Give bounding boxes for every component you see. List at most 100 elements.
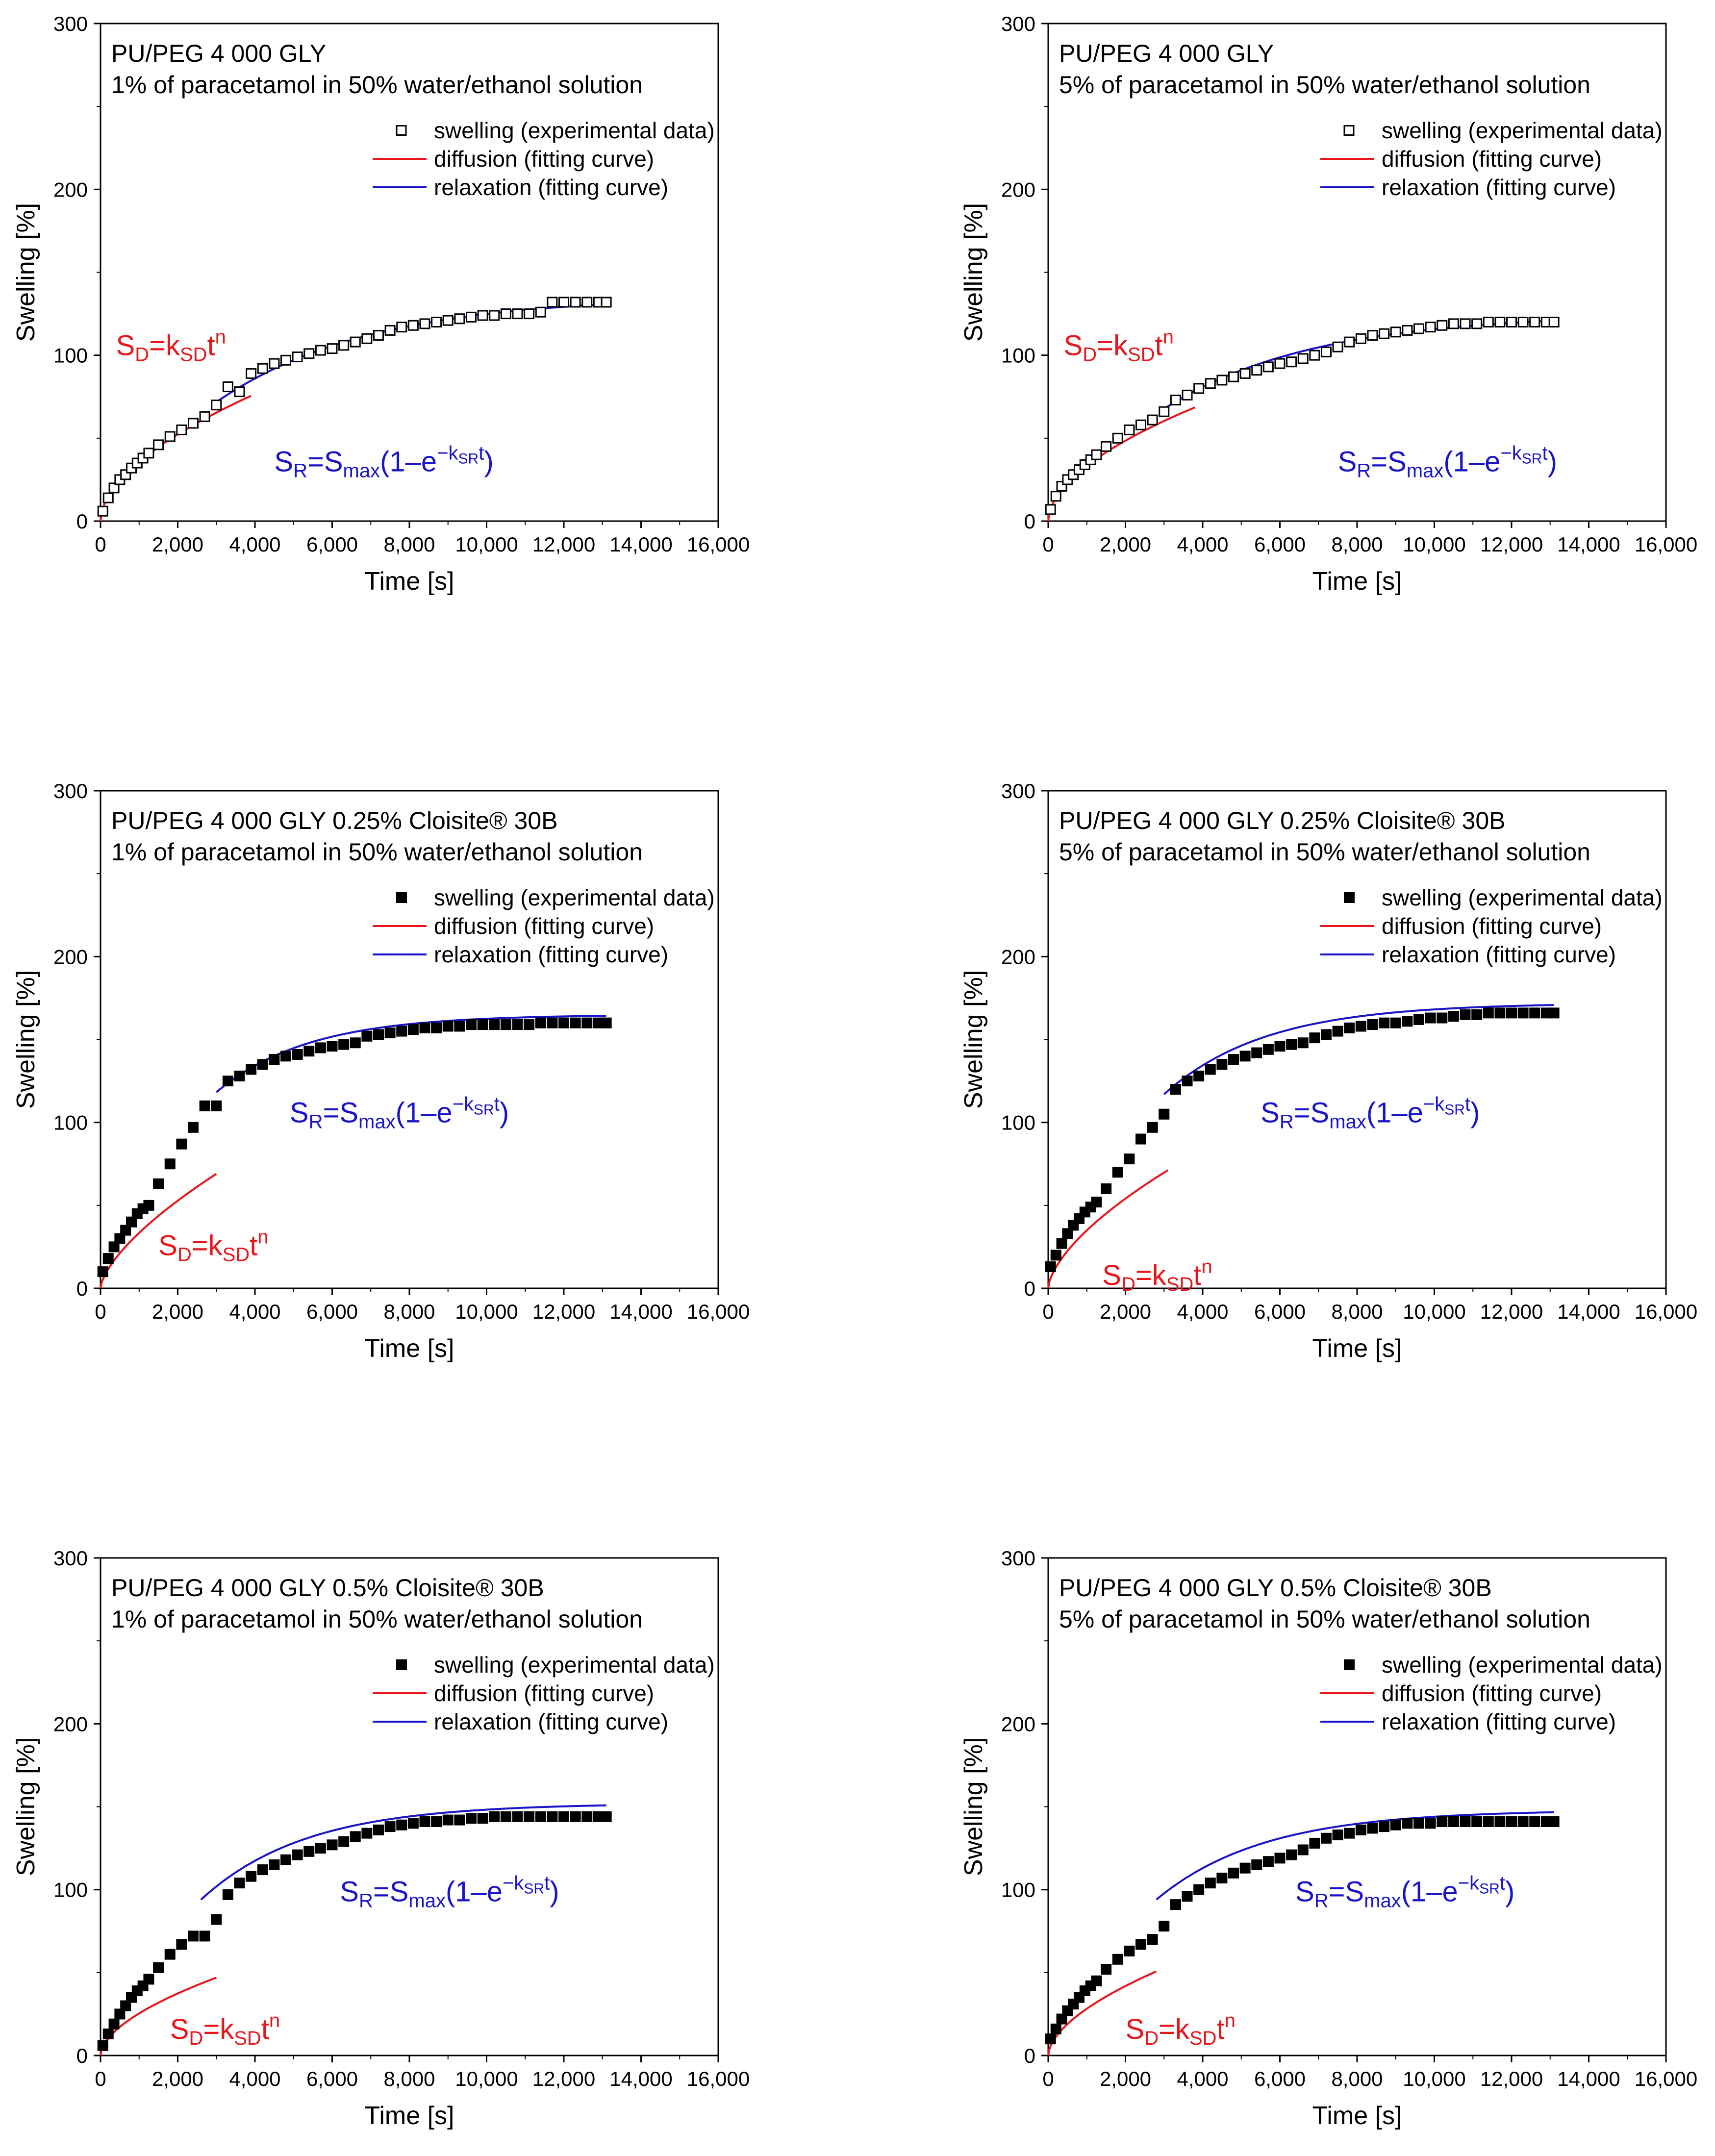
data-point — [1056, 2013, 1067, 2025]
data-point — [1228, 371, 1239, 382]
data-point — [350, 1831, 361, 1842]
eq-part: max — [1407, 460, 1444, 482]
x-tick-label: 10,000 — [1403, 2067, 1465, 2090]
eq-part: −k — [453, 1094, 474, 1115]
data-point — [454, 1021, 465, 1032]
data-point — [222, 1076, 233, 1087]
data-point — [1112, 1167, 1123, 1178]
data-point — [1239, 1862, 1251, 1874]
data-point — [1124, 1945, 1135, 1956]
data-point — [1205, 1878, 1216, 1889]
x-tick-label: 8,000 — [1331, 1300, 1383, 1323]
data-point — [199, 411, 210, 422]
legend: swelling (experimental data) diffusion (f… — [1320, 885, 1663, 967]
data-point — [1050, 491, 1061, 502]
data-point — [1050, 2023, 1061, 2034]
y-tick-label: 100 — [53, 1879, 88, 1902]
data-point — [1309, 1032, 1320, 1044]
chart-title-line-1: PU/PEG 4 000 GLY — [111, 40, 326, 67]
x-tick-label: 8,000 — [1331, 533, 1383, 556]
diffusion-equation: SD=kSDtn — [158, 1226, 268, 1265]
legend-marker — [396, 125, 407, 136]
eq-part: =k — [1097, 330, 1128, 362]
data-point — [102, 492, 114, 503]
x-tick-label: 10,000 — [455, 2067, 518, 2090]
data-point — [1170, 395, 1181, 406]
x-tick-label: 12,000 — [532, 533, 595, 556]
data-point — [1425, 1012, 1436, 1024]
diffusion-equation: SD=kSDtn — [170, 2010, 280, 2049]
eq-part: ) — [1505, 1876, 1514, 1907]
data-point — [477, 1019, 488, 1030]
eq-part: t — [479, 443, 484, 464]
eq-part: SD — [234, 2028, 261, 2049]
diffusion-equation: SD=kSDtn — [1102, 1256, 1212, 1295]
data-point — [1379, 328, 1390, 339]
eq-part: R — [1314, 1890, 1329, 1911]
data-point — [120, 1225, 131, 1236]
diffusion-fit-curve — [1047, 1169, 1169, 1289]
data-point — [1147, 414, 1158, 426]
eq-part: SR — [524, 1880, 544, 1897]
relaxation-equation: SR=Smax(1–e−kSRt) — [290, 1094, 509, 1133]
data-point — [1355, 1824, 1366, 1835]
relaxation-fit-curve — [1163, 1004, 1554, 1095]
y-tick-label: 0 — [76, 1277, 88, 1300]
data-point — [269, 1054, 280, 1065]
x-tick-label: 12,000 — [1480, 533, 1543, 556]
chart-title-line-1: PU/PEG 4 000 GLY — [1059, 40, 1274, 67]
data-point — [373, 1029, 384, 1040]
data-point — [188, 1122, 199, 1133]
eq-part: t — [207, 330, 215, 362]
x-tick-label: 0 — [95, 1300, 106, 1323]
data-point — [1529, 317, 1540, 327]
x-tick-label: 10,000 — [455, 1300, 518, 1323]
eq-part: =S — [1329, 1876, 1364, 1907]
data-point — [1332, 1830, 1343, 1841]
legend-label-experimental: swelling (experimental data) — [434, 118, 715, 143]
data-point — [581, 297, 593, 308]
data-point — [601, 1811, 612, 1822]
data-point — [153, 1962, 164, 1973]
data-point — [535, 306, 546, 318]
chart-title-line-1: PU/PEG 4 000 GLY 0.5% Cloisite® 30B — [111, 1574, 544, 1602]
x-tick-label: 14,000 — [609, 2067, 672, 2090]
eq-part: S — [1126, 2013, 1145, 2045]
data-point — [1193, 1070, 1205, 1081]
legend-label-relaxation: relaxation (fitting curve) — [434, 942, 668, 967]
eq-part: n — [215, 326, 226, 348]
data-point — [164, 1949, 176, 1960]
data-point — [1228, 1054, 1239, 1065]
data-point — [1321, 1832, 1332, 1844]
data-point — [1135, 419, 1146, 430]
data-point — [1262, 361, 1274, 373]
y-tick-label: 100 — [53, 1111, 88, 1134]
data-point — [1159, 1108, 1170, 1120]
data-point — [581, 1017, 593, 1028]
relaxation-fit-curve — [1156, 1811, 1554, 1901]
data-point — [292, 1849, 303, 1860]
y-tick-label: 100 — [1001, 344, 1035, 367]
data-point — [1147, 1934, 1158, 1945]
eq-part: t — [1542, 443, 1547, 464]
y-tick-label: 300 — [1001, 779, 1035, 802]
eq-part: −k — [1423, 1094, 1445, 1115]
data-point — [1425, 1818, 1436, 1829]
data-point — [1506, 1007, 1517, 1019]
data-point — [1321, 1029, 1332, 1040]
eq-part: =k — [149, 330, 180, 362]
x-tick-label: 16,000 — [687, 1300, 750, 1323]
data-point — [199, 1930, 210, 1942]
data-point — [1471, 1009, 1483, 1020]
data-point — [1413, 1014, 1424, 1025]
data-point — [1262, 1044, 1274, 1055]
data-point — [1216, 1059, 1228, 1070]
y-tick-label: 200 — [53, 945, 88, 968]
data-point — [361, 1828, 373, 1839]
data-point — [1437, 1012, 1448, 1024]
data-point — [246, 1871, 257, 1882]
data-point — [466, 311, 477, 323]
x-tick-label: 12,000 — [532, 2067, 595, 2090]
relaxation-equation: SR=Smax(1–e−kSRt) — [1261, 1094, 1480, 1133]
chart-title-line-2: 1% of paracetamol in 50% water/ethanol s… — [111, 1605, 643, 1633]
